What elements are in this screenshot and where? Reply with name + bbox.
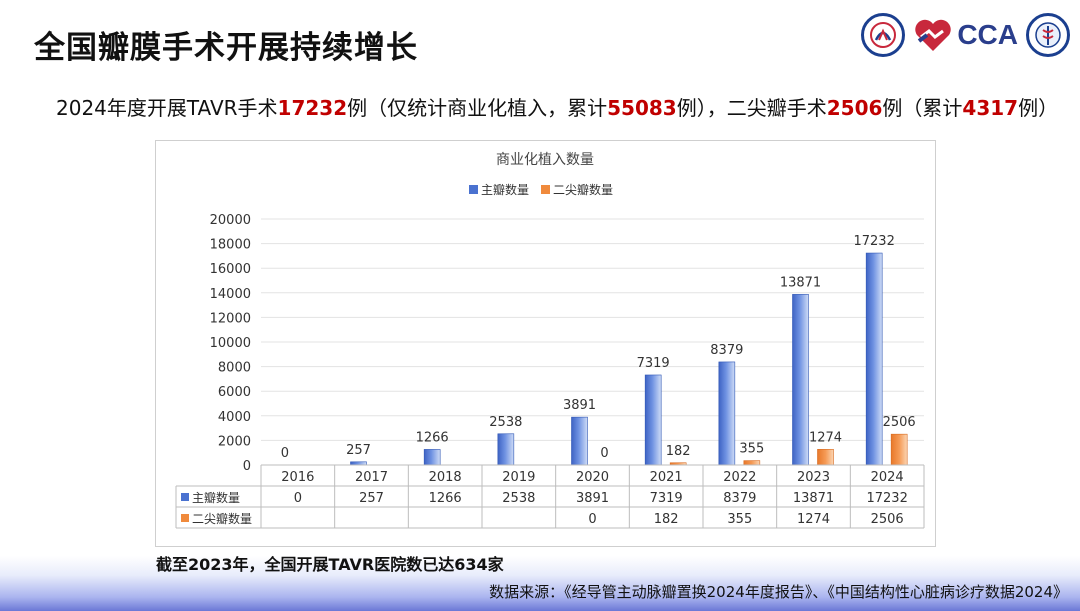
medical-emblem-icon [1026, 13, 1070, 57]
bar-main-2021 [644, 374, 662, 466]
legend-swatch-2 [541, 185, 550, 194]
data-label-main-2024: 17232 [853, 234, 894, 249]
data-source: 数据来源：《经导管主动脉瓣置换2024年度报告》、《中国结构性心脏病诊疗数据20… [489, 583, 1068, 601]
legend-label-2: 二尖瓣数量 [553, 182, 613, 197]
x-tick-label: 2022 [723, 470, 756, 485]
table-cell-mitral: 355 [727, 512, 752, 527]
table-cell-main: 17232 [866, 491, 907, 506]
hospital-count-note: 截至2023年，全国开展TAVR医院数已达634家 [156, 555, 504, 574]
bar-main-2018 [423, 449, 441, 466]
logo-group: CCA [861, 10, 1070, 60]
data-label-mitral-2021: 182 [666, 444, 691, 459]
summary-text: 例（仅统计商业化植入，累计 [347, 96, 608, 120]
data-label-main-2017: 257 [346, 443, 371, 458]
mitral-cumulative-count: 4317 [962, 96, 1019, 120]
y-tick-label: 0 [243, 459, 251, 474]
data-label-main-2019: 2538 [489, 415, 522, 430]
table-cell-main: 257 [359, 491, 384, 506]
legend-label-1: 主瓣数量 [481, 182, 529, 197]
y-tick-label: 4000 [218, 410, 251, 425]
y-tick-label: 6000 [218, 385, 251, 400]
footer-band [0, 556, 1080, 611]
table-cell-main: 8379 [723, 491, 756, 506]
bar-main-2022 [718, 361, 736, 466]
mitral-2024-count: 2506 [826, 96, 883, 120]
y-tick-label: 12000 [210, 311, 251, 326]
table-cell-main: 7319 [650, 491, 683, 506]
table-cell-main: 2538 [502, 491, 535, 506]
table-legend-swatch-2 [181, 514, 189, 522]
table-cell-mitral: 182 [654, 512, 679, 527]
table-cell-main: 1266 [429, 491, 462, 506]
summary-text: 2024年度开展TAVR手术 [56, 96, 278, 120]
bar-mitral-2022 [743, 460, 761, 466]
data-label-mitral-2024: 2506 [883, 415, 916, 430]
y-tick-label: 14000 [210, 287, 251, 302]
legend-swatch-1 [469, 185, 478, 194]
tavr-cumulative-count: 55083 [607, 96, 677, 120]
data-label-mitral-2023: 1274 [809, 430, 842, 445]
y-tick-label: 10000 [210, 336, 251, 351]
cca-logo-text: CCA [957, 19, 1018, 50]
table-legend-swatch-1 [181, 493, 189, 501]
summary-text: 例（累计 [882, 96, 963, 120]
x-tick-label: 2023 [797, 470, 830, 485]
chart-panel: 商业化植入数量 主瓣数量 二尖瓣数量 0 2000 4000 6000 8000 10000 12… [155, 140, 936, 547]
table-row-header-2: 二尖瓣数量 [192, 511, 252, 526]
y-tick-label: 16000 [210, 262, 251, 277]
y-tick-label: 18000 [210, 238, 251, 253]
association-logo-icon [861, 13, 906, 57]
tavr-2024-count: 17232 [277, 96, 348, 120]
data-label-main-2022: 8379 [710, 343, 743, 358]
summary-text: 例），二尖瓣手术 [676, 96, 827, 120]
x-tick-label: 2024 [871, 470, 904, 485]
data-label-main-2016: 0 [281, 446, 289, 461]
data-label-main-2020: 3891 [563, 398, 596, 413]
data-label-main-2018: 1266 [416, 430, 449, 445]
table-cell-mitral: 1274 [797, 512, 830, 527]
x-tick-label: 2018 [429, 470, 462, 485]
bar-main-2024 [865, 252, 883, 466]
bar-main-2023 [792, 294, 809, 466]
data-label-mitral-2020: 0 [600, 446, 608, 461]
y-tick-label: 8000 [218, 361, 251, 376]
bar-main-2019 [497, 433, 515, 466]
y-tick-label: 2000 [218, 434, 251, 449]
x-tick-label: 2019 [502, 470, 535, 485]
heart-hands-icon [915, 19, 952, 51]
y-tick-label: 20000 [210, 213, 251, 228]
bar-mitral-2023 [817, 449, 834, 466]
table-cell-main: 13871 [793, 491, 834, 506]
data-label-main-2021: 7319 [637, 356, 670, 371]
table-cell-main: 0 [294, 491, 302, 506]
summary-text: 例） [1018, 96, 1059, 120]
bar-main-2020 [571, 416, 588, 466]
x-tick-label: 2020 [576, 470, 609, 485]
table-cell-main: 3891 [576, 491, 609, 506]
table-cell-mitral: 0 [588, 512, 596, 527]
bar-mitral-2024 [890, 433, 908, 466]
summary-line: 2024年度开展TAVR手术17232例（仅统计商业化植入，累计55083例），… [56, 92, 1058, 121]
table-cell-mitral: 2506 [871, 512, 904, 527]
x-tick-label: 2021 [650, 470, 683, 485]
x-tick-label: 2016 [281, 470, 314, 485]
page-title: 全国瓣膜手术开展持续增长 [34, 30, 418, 66]
table-row-header-1: 主瓣数量 [192, 490, 240, 505]
cca-logo: CCA [913, 17, 1018, 53]
x-tick-label: 2017 [355, 470, 388, 485]
data-label-mitral-2022: 355 [739, 442, 764, 457]
data-label-main-2023: 13871 [780, 275, 821, 290]
chart-title: 商业化植入数量 [496, 152, 594, 168]
